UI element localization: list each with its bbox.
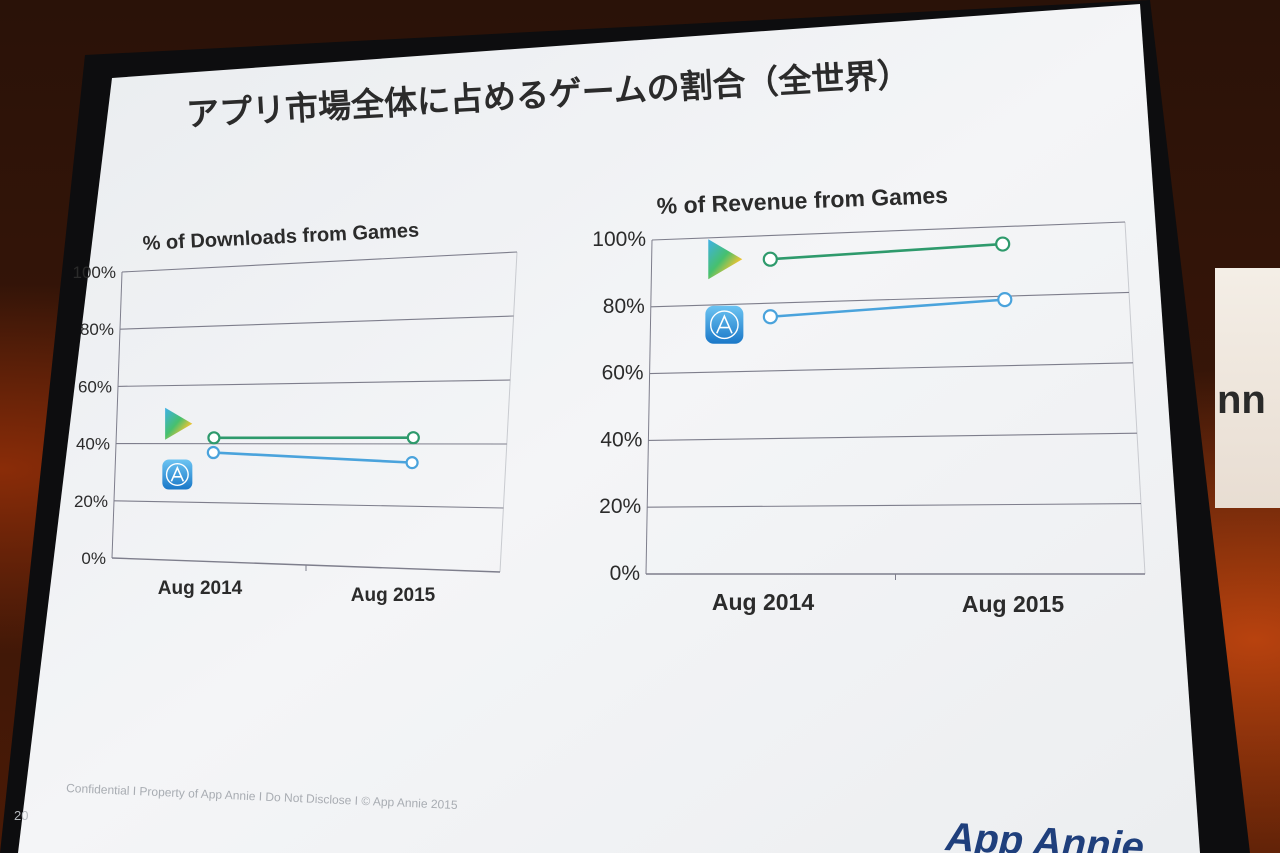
data-point: [762, 309, 778, 325]
data-point: [995, 236, 1011, 252]
gridline: [113, 500, 504, 509]
data-point: [405, 456, 419, 470]
google-play-icon: [708, 239, 743, 280]
plot-right-border: [1124, 221, 1146, 575]
x-tick-label: Aug 2014: [712, 589, 814, 615]
data-point: [206, 445, 220, 460]
app-store-icon-ring: [165, 463, 189, 487]
google-play-icon-shape: [708, 239, 743, 280]
y-tick-label: 100%: [592, 228, 646, 251]
gridline: [648, 432, 1138, 441]
app-store-icon-ring: [709, 310, 739, 340]
gridline: [119, 315, 514, 330]
page-number: 20: [14, 808, 28, 823]
series-line: [213, 451, 413, 464]
y-tick-label: 0%: [81, 549, 106, 568]
side-screen: nn: [1215, 268, 1280, 508]
y-tick-label: 80%: [603, 295, 645, 318]
data-point: [406, 431, 420, 445]
data-point: [997, 292, 1013, 308]
y-tick-label: 40%: [76, 435, 110, 454]
x-tick-label: Aug 2015: [351, 585, 436, 606]
y-axis-line: [111, 271, 123, 559]
side-screen-text: nn: [1217, 378, 1266, 422]
app-store-icon: [705, 305, 744, 344]
app-store-icon-glyph: [716, 314, 733, 334]
y-tick-label: 40%: [600, 428, 642, 451]
slide-surface: [18, 4, 1200, 853]
y-tick-label: 20%: [74, 492, 108, 511]
data-point: [207, 431, 221, 445]
revenue-chart: % of Revenue from Games0%20%40%60%80%100…: [592, 182, 1146, 617]
gridline: [647, 503, 1142, 508]
x-tick-label: Aug 2014: [158, 578, 243, 599]
gridline: [651, 221, 1126, 241]
x-tick-label: Aug 2015: [962, 591, 1064, 617]
series-line: [770, 298, 1005, 319]
app-store-icon-glyph: [170, 465, 185, 482]
y-tick-label: 60%: [602, 362, 644, 385]
gridline: [650, 291, 1130, 308]
y-tick-label: 0%: [610, 562, 640, 585]
y-axis-line: [645, 239, 653, 575]
y-tick-label: 20%: [599, 495, 641, 518]
series-line: [770, 242, 1003, 261]
data-point: [762, 251, 778, 267]
google-play-icon-shape: [165, 407, 193, 440]
gridline: [121, 251, 518, 273]
plot-right-border: [499, 251, 518, 573]
app-store-icon: [162, 459, 193, 490]
y-tick-label: 80%: [80, 320, 114, 339]
gridline: [649, 362, 1134, 375]
google-play-icon: [165, 407, 193, 440]
gridline: [117, 379, 511, 387]
y-tick-label: 100%: [73, 263, 116, 282]
y-tick-label: 60%: [78, 377, 112, 396]
